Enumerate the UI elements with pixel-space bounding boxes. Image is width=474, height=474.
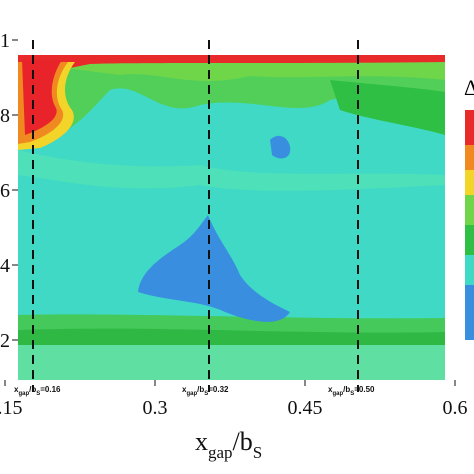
label-part: =0.16 [40,385,61,394]
contour-field [18,55,445,380]
label-part: /b [29,385,36,394]
label-part: gap [332,391,343,397]
label-part: gap [18,391,29,397]
y-tick-label: 0.4 [0,255,10,277]
label-part: /b [197,385,204,394]
x-tick-label: 0.45 [288,397,323,419]
reference-lines [32,40,359,392]
label-part: =0.32 [208,385,229,394]
annotation: xgap/bS=0.32 [182,385,229,397]
label-part: x [14,385,19,394]
annotation: xgap/bS=0.16 [14,385,61,397]
label-part: /b [233,427,253,456]
label-part: x [182,385,187,394]
y-tick-label: 0.2 [0,330,10,352]
label-part: S [204,391,208,397]
label-part: /b [343,385,350,394]
label-part: S [350,391,354,397]
legend-title: Δ [464,75,474,100]
label-part: x [328,385,333,394]
x-tick-label: 0.15 [0,397,23,419]
x-tick-label: 0.3 [143,397,168,419]
label-part: x [195,427,208,456]
y-tick-label: 0.6 [0,180,10,202]
x-axis-label: xgap/bS [195,427,262,462]
label-part: S [36,391,40,397]
annotation: xgap/bS=0.50 [328,385,375,397]
colorbar [465,110,474,340]
label-part: S [253,443,262,462]
y-tick-label: 1 [0,30,10,52]
y-tick-label: 0.8 [0,105,10,127]
label-part: gap [208,443,233,462]
label-part: =0.50 [354,385,375,394]
label-part: gap [186,391,197,397]
x-tick-label: 0.6 [443,397,468,419]
